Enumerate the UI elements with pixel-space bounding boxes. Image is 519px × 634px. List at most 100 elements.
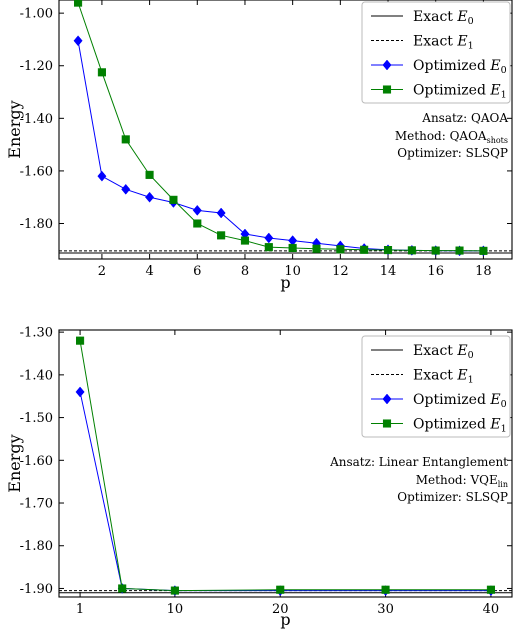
data-point-2: [76, 336, 85, 345]
data-point-1: [216, 207, 226, 219]
annotation-method: Method: QAOAshots: [395, 129, 508, 145]
label-subscript: 0: [468, 16, 474, 27]
x-tick-label: 6: [193, 264, 201, 279]
y-tick-label: -1.90: [20, 582, 53, 597]
y-tick-label: -1.80: [20, 539, 53, 554]
label-text: Exact: [413, 368, 457, 384]
legend-label: Optimized E1: [413, 417, 507, 435]
data-point-2: [170, 586, 179, 595]
data-point-2: [288, 243, 297, 253]
y-tick-label: -1.60: [20, 454, 53, 469]
data-point-2: [381, 585, 390, 594]
x-tick-label: 16: [427, 264, 444, 279]
data-point-2: [74, 0, 83, 7]
plot-frame: [58, 0, 513, 260]
data-point-2: [97, 68, 106, 77]
data-point-2: [336, 245, 345, 254]
x-tick-label: 4: [145, 264, 153, 279]
x-tick-label: 30: [377, 602, 394, 617]
label-text: Exact: [413, 343, 457, 359]
legend-label: Optimized E0: [413, 392, 507, 410]
y-tick-label: -1.70: [20, 497, 53, 512]
legend-frame: [361, 1, 511, 104]
label-text: Optimized: [413, 392, 490, 408]
label-variable: E: [489, 417, 500, 433]
data-point-1: [121, 183, 131, 195]
legend-label: Exact E0: [413, 343, 474, 361]
x-axis-label: p: [280, 273, 290, 292]
annotation-method-text: Method: QAOA: [395, 129, 487, 143]
label-variable: E: [489, 392, 500, 408]
legend-swatch-marker: [382, 393, 392, 405]
data-point-2: [407, 246, 416, 255]
y-tick-label: -1.00: [20, 7, 53, 22]
y-tick-label: -1.20: [20, 59, 53, 74]
label-variable: E: [489, 58, 500, 74]
data-point-1: [145, 191, 155, 203]
label-text: Exact: [413, 34, 457, 50]
annotation-method-text: Method: VQE: [416, 473, 498, 487]
label-subscript: 1: [501, 424, 507, 435]
label-variable: E: [456, 368, 467, 384]
legend-label: Exact E1: [413, 368, 474, 386]
y-tick-label: -1.40: [20, 112, 53, 127]
x-tick-label: 8: [241, 264, 249, 279]
data-point-1: [264, 232, 274, 244]
y-axis-label: Energy: [5, 100, 24, 158]
label-subscript: 1: [468, 41, 474, 52]
annotation-ansatz: Ansatz: Linear Entanglement: [329, 455, 508, 469]
label-variable: E: [456, 343, 467, 359]
data-point-2: [240, 236, 250, 245]
y-tick-label: -1.80: [20, 217, 53, 232]
legend-label: Optimized E0: [413, 58, 507, 76]
data-point-2: [383, 246, 393, 255]
data-point-1: [75, 386, 85, 398]
x-tick-label: 12: [332, 264, 349, 279]
x-tick-label: 20: [272, 602, 289, 617]
label-subscript: 0: [501, 65, 507, 76]
data-point-2: [312, 244, 321, 253]
data-point-2: [217, 231, 226, 240]
legend-frame: [361, 335, 511, 438]
annotation-optimizer: Optimizer: SLSQP: [397, 490, 508, 504]
label-subscript: 1: [468, 375, 474, 386]
x-tick-label: 14: [380, 264, 397, 279]
label-variable: E: [456, 34, 467, 50]
label-subscript: 0: [468, 350, 474, 361]
annotation-method: Method: VQElin: [416, 473, 508, 489]
label-variable: E: [489, 83, 500, 99]
y-tick-label: -1.40: [20, 368, 53, 383]
label-text: Optimized: [413, 58, 490, 74]
label-text: Optimized: [413, 417, 490, 433]
data-point-2: [118, 584, 127, 593]
x-axis-label: p: [280, 610, 290, 629]
label-subscript: 0: [501, 399, 507, 410]
y-axis-label: Energy: [5, 434, 24, 492]
annotation: Ansatz: QAOA Method: QAOAshotsOptimizer: …: [395, 111, 508, 160]
legend-swatch-marker: [382, 85, 392, 94]
data-point-2: [193, 219, 202, 228]
x-tick-label: 2: [98, 264, 106, 279]
x-tick-label: 40: [483, 602, 500, 617]
annotation: Ansatz: Linear Entanglement Method: VQEli…: [329, 455, 508, 504]
plot-frame: [58, 329, 513, 598]
x-tick-label: 1: [76, 602, 84, 617]
chart-panel-1: 2 4 6 8 10 12 14 16 18-1.00-1.20-1.40-1.60-1.80p…: [5, 0, 513, 292]
y-tick-label: -1.50: [20, 411, 53, 426]
y-tick-label: -1.60: [20, 164, 53, 179]
data-point-2: [264, 243, 273, 252]
annotation-optimizer: Optimizer: SLSQP: [397, 146, 508, 160]
y-tick-label: -1.30: [20, 326, 53, 341]
annotation-ansatz: Ansatz: QAOA: [421, 111, 508, 125]
x-tick-label: 10: [167, 602, 184, 617]
data-point-2: [431, 246, 440, 255]
data-point-1: [192, 204, 202, 216]
data-point-2: [479, 246, 488, 255]
data-point-1: [73, 35, 83, 47]
legend-swatch-marker: [382, 419, 392, 428]
legend-label: Exact E1: [413, 34, 474, 52]
x-tick-label: 18: [475, 264, 492, 279]
